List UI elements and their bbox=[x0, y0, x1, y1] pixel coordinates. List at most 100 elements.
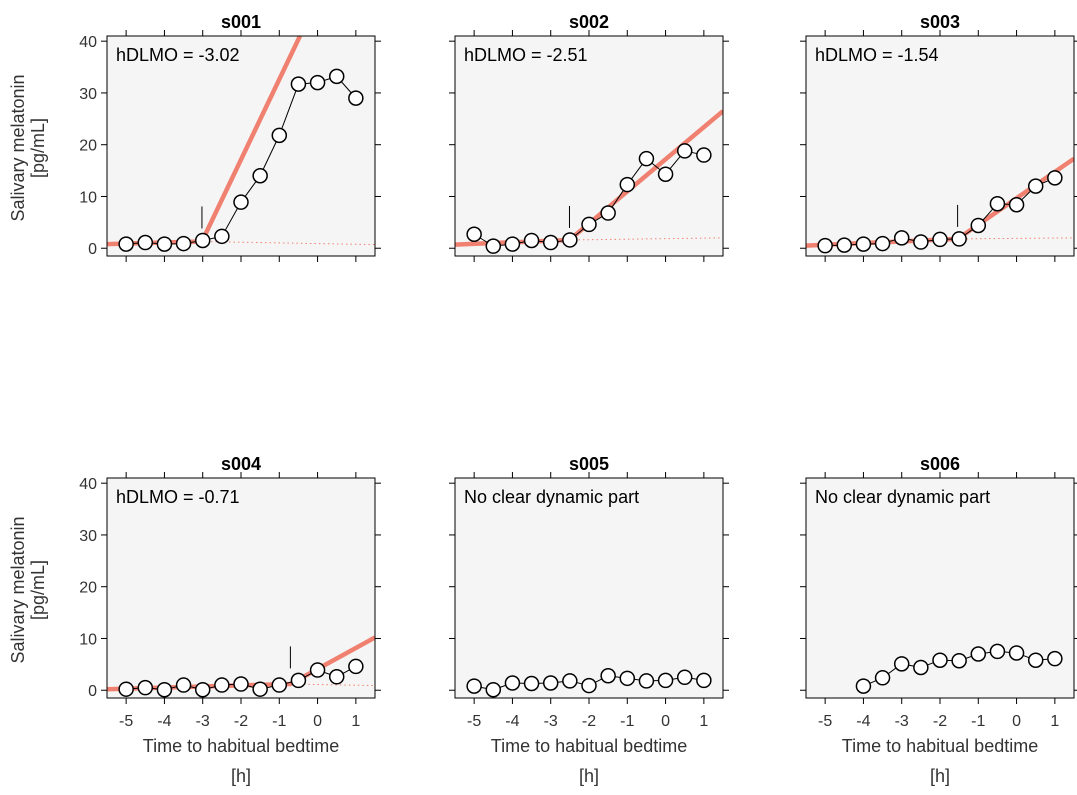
data-point bbox=[676, 669, 693, 686]
data-point bbox=[466, 678, 482, 694]
y-tick-label: 30 bbox=[79, 86, 97, 103]
data-point bbox=[874, 670, 891, 686]
xlabel-col3-line2: [h] bbox=[930, 766, 950, 786]
panel-s004: s004 hDLMO = -0.71 0 10 20 30 40 -5 -4 -3 -2 -1 0 1 bbox=[79, 454, 381, 730]
data-point bbox=[309, 662, 326, 678]
panel-plot-area bbox=[455, 109, 723, 254]
x-tick-label: 1 bbox=[699, 713, 708, 730]
data-point bbox=[932, 652, 948, 668]
x-tick-label: -1 bbox=[272, 713, 286, 730]
data-point bbox=[874, 235, 891, 252]
x-tick-label: -5 bbox=[119, 713, 133, 730]
y-tick-label: 20 bbox=[79, 580, 97, 597]
data-point bbox=[817, 237, 833, 254]
data-point bbox=[194, 681, 211, 698]
panel-s002: s002 hDLMO = -2.51 bbox=[449, 12, 729, 262]
panel-title: s001 bbox=[221, 12, 261, 32]
x-tick-label: -5 bbox=[467, 713, 481, 730]
x-tick-label: -1 bbox=[620, 713, 634, 730]
data-point bbox=[137, 679, 154, 696]
data-point bbox=[696, 672, 712, 689]
data-point bbox=[290, 76, 307, 92]
data-point bbox=[657, 672, 674, 689]
data-point bbox=[970, 646, 987, 662]
data-point bbox=[137, 234, 154, 251]
baseline-extrapolation bbox=[957, 237, 1074, 240]
panel-s005: s005 No clear dynamic part -5 -4 -3 -2 -1 0 1 bbox=[449, 454, 729, 730]
x-tick-label: -3 bbox=[895, 713, 909, 730]
data-point bbox=[1047, 650, 1063, 667]
data-point bbox=[233, 676, 249, 692]
x-tick-label: 0 bbox=[1012, 713, 1021, 730]
data-point bbox=[348, 658, 364, 675]
panel-annotation: hDLMO = -1.54 bbox=[815, 45, 939, 65]
xlabel-col3-line1: Time to habitual bedtime bbox=[842, 736, 1038, 756]
data-point bbox=[893, 230, 910, 246]
data-point bbox=[504, 236, 521, 252]
data-point bbox=[581, 677, 597, 694]
data-point bbox=[970, 217, 987, 234]
panel-title: s002 bbox=[569, 12, 609, 32]
data-point bbox=[913, 234, 929, 250]
data-point bbox=[523, 232, 540, 249]
data-point bbox=[252, 168, 268, 184]
panel-plot-area bbox=[107, 635, 375, 698]
data-point bbox=[893, 656, 910, 672]
panel-plot-area bbox=[855, 643, 1063, 694]
data-point bbox=[328, 669, 345, 685]
panel-border bbox=[454, 35, 724, 257]
panel-title: s005 bbox=[569, 454, 609, 474]
panel-s006: s006 No clear dynamic part -5 -4 -3 -2 -1 0 1 bbox=[800, 454, 1077, 730]
panel-border bbox=[106, 35, 376, 257]
x-tick-label: -3 bbox=[196, 713, 210, 730]
data-point bbox=[118, 236, 134, 252]
panel-plot-area bbox=[466, 667, 712, 698]
x-tick-label: 1 bbox=[351, 713, 360, 730]
panel-background bbox=[806, 36, 1074, 256]
data-point bbox=[1027, 178, 1044, 194]
x-tick-label: -4 bbox=[505, 713, 519, 730]
xlabel-col1-line1: Time to habitual bedtime bbox=[143, 736, 339, 756]
data-point bbox=[175, 677, 192, 693]
panel-annotation: No clear dynamic part bbox=[464, 487, 639, 507]
panel-border bbox=[454, 477, 724, 699]
baseline-extrapolation bbox=[201, 241, 375, 246]
ylabel-top-line1: Salivary melatonin bbox=[8, 74, 28, 221]
data-point bbox=[504, 675, 521, 691]
data-point bbox=[485, 681, 502, 698]
x-tick-label: -5 bbox=[818, 713, 832, 730]
data-point bbox=[855, 236, 872, 252]
xlabel-col1-line2: [h] bbox=[231, 766, 251, 786]
data-point bbox=[348, 90, 364, 106]
data-point bbox=[271, 677, 288, 693]
xlabel-col2-line2: [h] bbox=[579, 766, 599, 786]
data-point bbox=[657, 166, 674, 182]
data-point bbox=[194, 232, 211, 249]
data-point bbox=[600, 667, 616, 684]
data-point bbox=[600, 205, 616, 221]
data-point bbox=[271, 127, 288, 144]
baseline-extrapolation bbox=[569, 237, 723, 241]
data-point bbox=[855, 678, 872, 694]
data-point bbox=[619, 176, 636, 193]
y-tick-label: 40 bbox=[79, 476, 97, 493]
data-point bbox=[118, 681, 134, 697]
ylabel-top-line2: [pg/mL] bbox=[28, 118, 48, 178]
x-tick-label: -2 bbox=[582, 713, 596, 730]
data-point bbox=[523, 675, 540, 692]
y-tick-label: 10 bbox=[79, 631, 97, 648]
panel-title: s003 bbox=[920, 12, 960, 32]
panel-annotation: No clear dynamic part bbox=[815, 487, 990, 507]
data-point bbox=[1047, 170, 1063, 186]
panel-s003: s003 hDLMO = -1.54 bbox=[800, 12, 1077, 262]
panel-background bbox=[455, 478, 723, 698]
x-tick-label: 0 bbox=[661, 713, 670, 730]
x-tick-label: -2 bbox=[933, 713, 947, 730]
panel-title: s004 bbox=[221, 454, 261, 474]
data-point bbox=[309, 74, 326, 91]
y-tick-label: 20 bbox=[79, 138, 97, 155]
y-tick-label: 0 bbox=[88, 683, 97, 700]
panel-s001: s001 hDLMO = -3.02 0 10 20 30 40 bbox=[79, 12, 381, 262]
ylabel-bottom-line1: Salivary melatonin bbox=[8, 516, 28, 663]
